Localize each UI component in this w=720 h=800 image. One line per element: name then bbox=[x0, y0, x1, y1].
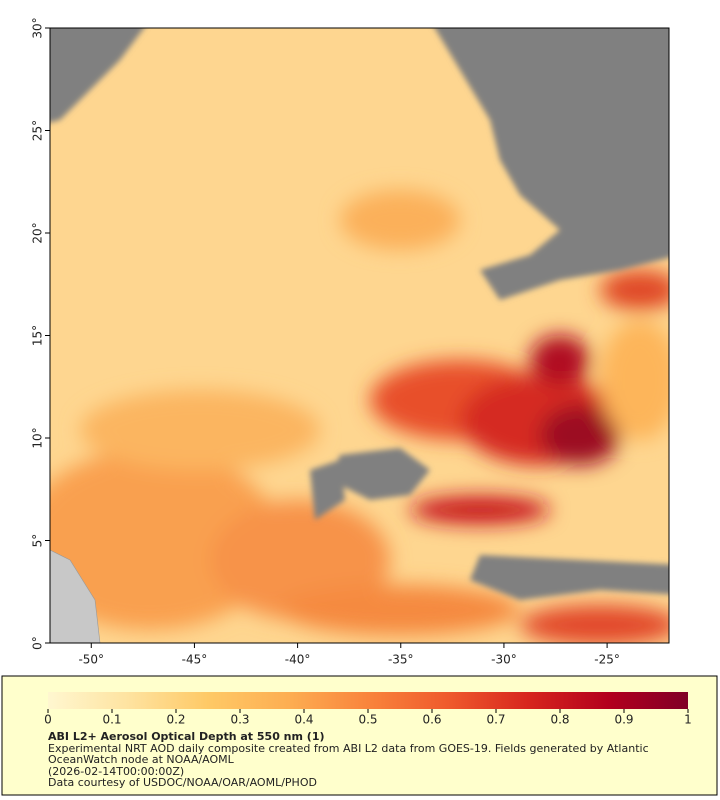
colorbar-tick-label: 0.2 bbox=[166, 713, 185, 727]
colorbar-tick-label: 0 bbox=[44, 713, 52, 727]
y-tick-label: 20° bbox=[31, 222, 45, 243]
colorbar-tick-label: 0.8 bbox=[550, 713, 569, 727]
colorbar-tick-label: 1 bbox=[684, 713, 692, 727]
colorbar-tick-label: 0.6 bbox=[422, 713, 441, 727]
x-tick-label: -30° bbox=[491, 653, 517, 667]
colorbar-tick-label: 0.5 bbox=[358, 713, 377, 727]
colorbar bbox=[48, 692, 688, 709]
colorbar-tick-label: 0.7 bbox=[486, 713, 505, 727]
colorbar-tick-label: 0.1 bbox=[102, 713, 121, 727]
title: ABI L2+ Aerosol Optical Depth at 550 nm … bbox=[48, 730, 325, 743]
y-tick-label: 0° bbox=[31, 636, 45, 650]
y-tick-label: 15° bbox=[31, 325, 45, 346]
x-tick-label: -45° bbox=[182, 653, 208, 667]
colorbar-tick-label: 0.4 bbox=[294, 713, 313, 727]
y-tick-label: 10° bbox=[31, 427, 45, 448]
y-tick-label: 30° bbox=[31, 17, 45, 38]
x-tick-label: -50° bbox=[78, 653, 104, 667]
y-tick-label: 25° bbox=[31, 120, 45, 141]
aod-map bbox=[50, 28, 669, 643]
y-tick-label: 5° bbox=[31, 534, 45, 548]
description: Data courtesy of USDOC/NOAA/OAR/AOML/PHO… bbox=[48, 776, 317, 789]
x-tick-label: -25° bbox=[594, 653, 620, 667]
colorbar-tick-label: 0.3 bbox=[230, 713, 249, 727]
description: (2026-02-14T00:00:00Z) bbox=[48, 765, 184, 778]
colorbar-tick-label: 0.9 bbox=[614, 713, 633, 727]
description: OceanWatch node at NOAA/AOML bbox=[48, 753, 235, 766]
land bbox=[50, 549, 101, 643]
description: Experimental NRT AOD daily composite cre… bbox=[48, 742, 649, 755]
x-tick-label: -35° bbox=[388, 653, 414, 667]
x-tick-label: -40° bbox=[285, 653, 311, 667]
